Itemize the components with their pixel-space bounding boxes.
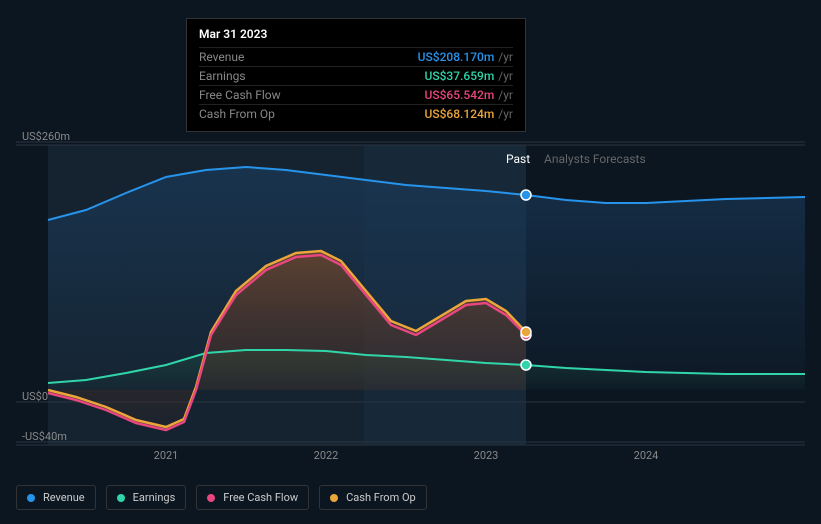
legend-dot-icon (207, 494, 215, 502)
tooltip-row-value: US$208.170m (418, 50, 495, 64)
forecast-region-label: Analysts Forecasts (544, 152, 646, 166)
y-axis-label: US$260m (22, 130, 70, 143)
chart-tooltip: Mar 31 2023 RevenueUS$208.170m/yrEarning… (186, 18, 526, 132)
tooltip-row-unit: /yr (498, 107, 513, 121)
legend-item[interactable]: Earnings (106, 485, 187, 510)
y-axis-label: US$0 (22, 390, 48, 403)
chart-legend: Revenue Earnings Free Cash Flow Cash From O… (16, 485, 427, 510)
x-axis-label: 2021 (154, 449, 179, 462)
y-axis-label: -US$40m (22, 430, 67, 443)
tooltip-row-unit: /yr (498, 88, 513, 102)
past-region-label: Past (506, 152, 530, 166)
legend-item[interactable]: Cash From Op (319, 485, 427, 510)
tooltip-row: Free Cash Flow US$65.542m/yr (199, 85, 513, 104)
tooltip-row-value: US$37.659m (424, 69, 494, 83)
legend-item[interactable]: Revenue (16, 485, 96, 510)
legend-dot-icon (27, 494, 35, 502)
tooltip-rows: Revenue US$208.170m/yr Earnings US$37.659m /… (199, 47, 513, 123)
x-axis-label: 2024 (634, 449, 659, 462)
x-axis-label: 2022 (314, 449, 339, 462)
tooltip-row: Cash From Op US$68.124m/yr (199, 104, 513, 123)
chart-svg (16, 125, 805, 482)
tooltip-row-value: US$68.124m (424, 107, 494, 121)
tooltip-row-label: Cash From Op (199, 107, 299, 121)
tooltip-row: Revenue US$208.170m/yr (199, 47, 513, 66)
tooltip-row-label: Free Cash Flow (199, 88, 299, 102)
tooltip-row: Earnings US$37.659m/yr (199, 66, 513, 85)
legend-item-label: Free Cash Flow (223, 491, 298, 504)
tooltip-row-unit: /yr (498, 69, 513, 83)
legend-item-label: Cash From Op (346, 491, 416, 504)
x-axis-label: 2023 (474, 449, 499, 462)
legend-dot-icon (117, 494, 125, 502)
tooltip-row-value: US$65.542m (424, 88, 494, 102)
legend-item-label: Earnings (133, 491, 176, 504)
tooltip-row-unit: /yr (498, 50, 513, 64)
financials-chart[interactable] (16, 125, 805, 482)
tooltip-date: Mar 31 2023 (199, 27, 513, 41)
tooltip-row-label: Earnings (199, 69, 299, 83)
legend-item-label: Revenue (43, 491, 85, 504)
legend-item[interactable]: Free Cash Flow (196, 485, 309, 510)
tooltip-row-label: Revenue (199, 50, 299, 64)
legend-dot-icon (330, 494, 338, 502)
